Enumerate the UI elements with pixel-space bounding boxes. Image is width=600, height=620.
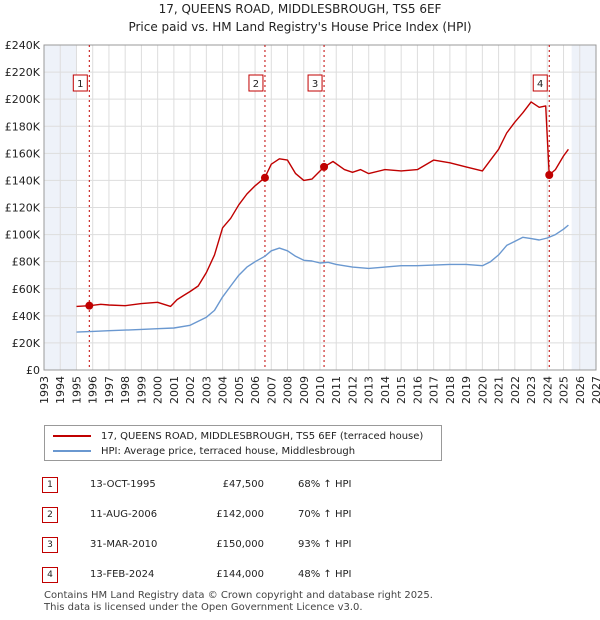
plot-frame <box>43 44 597 371</box>
y-tick-label: £20K <box>12 337 41 350</box>
x-tick-label: 2002 <box>184 376 197 404</box>
transaction-price: £150,000 <box>216 539 264 550</box>
transaction-label: 2 <box>253 79 259 90</box>
transaction-price: £144,000 <box>216 569 264 580</box>
hpi-line-swatch <box>53 450 91 452</box>
x-tick-label: 2012 <box>346 376 359 404</box>
property-price-line <box>76 101 569 308</box>
x-tick-label: 2014 <box>379 376 392 404</box>
x-tick-label: 1999 <box>135 376 148 404</box>
legend: 17, QUEENS ROAD, MIDDLESBROUGH, TS5 6EF … <box>44 425 442 461</box>
table-row: 4 13-FEB-2024 £144,000 48% ↑ HPI <box>42 567 382 583</box>
y-tick-label: £80K <box>12 256 41 269</box>
x-tick-label: 1996 <box>87 376 100 404</box>
y-tick-label: £40K <box>12 310 41 323</box>
footer-licence: This data is licensed under the Open Gov… <box>44 602 363 613</box>
transaction-label: 4 <box>537 79 543 90</box>
y-tick-label: £220K <box>5 66 41 79</box>
y-tick-label: £0 <box>26 364 40 377</box>
footer-copyright: Contains HM Land Registry data © Crown c… <box>44 590 433 601</box>
transaction-point <box>545 171 554 179</box>
transaction-number: 4 <box>42 567 58 583</box>
x-tick-label: 2007 <box>265 376 278 404</box>
y-tick-label: £200K <box>5 93 41 106</box>
x-tick-label: 2021 <box>493 376 506 404</box>
x-tick-label: 2019 <box>460 376 473 404</box>
x-tick-label: 1993 <box>38 376 51 404</box>
x-tick-label: 2015 <box>395 376 408 404</box>
transaction-price: £47,500 <box>222 479 264 490</box>
x-tick-label: 1995 <box>70 376 83 404</box>
y-tick-label: £140K <box>5 174 41 187</box>
y-tick-label: £100K <box>5 229 41 242</box>
transaction-number: 2 <box>42 507 58 523</box>
price-chart: £0 £20K £40K £60K £80K £100K £120K £140K £160K £1… <box>5 39 600 404</box>
x-tick-label: 2025 <box>558 376 571 404</box>
x-tick-label: 2023 <box>525 376 538 404</box>
y-tick-label: £60K <box>12 283 41 296</box>
x-tick-label: 2003 <box>200 376 213 404</box>
transaction-hpi: 93% ↑ HPI <box>298 539 352 550</box>
transaction-hpi: 70% ↑ HPI <box>298 509 352 520</box>
x-tick-label: 2016 <box>411 376 424 404</box>
x-tick-label: 1998 <box>119 376 132 404</box>
transaction-point <box>85 301 94 310</box>
x-tick-label: 2000 <box>152 376 165 404</box>
transaction-hpi: 48% ↑ HPI <box>298 569 352 580</box>
x-tick-label: 2004 <box>217 376 230 404</box>
transaction-number: 1 <box>42 477 58 493</box>
x-tick-label: 2022 <box>509 376 522 404</box>
transaction-label-box <box>307 74 323 92</box>
legend-label-property: 17, QUEENS ROAD, MIDDLESBROUGH, TS5 6EF … <box>101 430 424 442</box>
x-tick-label: 2026 <box>574 376 587 404</box>
table-row: 3 31-MAR-2010 £150,000 93% ↑ HPI <box>42 537 382 553</box>
transaction-date: 31-MAR-2010 <box>90 539 158 550</box>
transaction-point <box>260 173 269 182</box>
x-tick-label: 2027 <box>590 376 600 404</box>
transaction-number: 3 <box>42 537 58 553</box>
x-tick-label: 2020 <box>476 376 489 404</box>
x-tick-label: 2006 <box>249 376 262 404</box>
transaction-label: 1 <box>77 79 83 90</box>
transaction-date: 13-OCT-1995 <box>90 479 156 490</box>
transaction-date: 13-FEB-2024 <box>90 569 155 580</box>
transaction-label-box <box>532 74 548 92</box>
x-tick-label: 2009 <box>298 376 311 404</box>
transaction-label: 3 <box>312 79 318 90</box>
table-row: 2 11-AUG-2006 £142,000 70% ↑ HPI <box>42 507 382 523</box>
x-tick-label: 2013 <box>363 376 376 404</box>
transaction-label-box <box>248 74 264 92</box>
transaction-date: 11-AUG-2006 <box>90 509 158 520</box>
transaction-hpi: 68% ↑ HPI <box>298 479 352 490</box>
hpi-line <box>76 224 569 333</box>
x-tick-label: 2018 <box>444 376 457 404</box>
legend-label-hpi: HPI: Average price, terraced house, Midd… <box>101 445 356 457</box>
chart-title: 17, QUEENS ROAD, MIDDLESBROUGH, TS5 6EF <box>158 2 442 16</box>
x-tick-label: 2008 <box>282 376 295 404</box>
y-tick-label: £120K <box>5 202 41 215</box>
x-tick-label: 2001 <box>168 376 181 404</box>
x-tick-label: 2005 <box>233 376 246 404</box>
x-tick-label: 2010 <box>314 376 327 404</box>
x-tick-label: 2017 <box>428 376 441 404</box>
y-tick-label: £180K <box>5 120 41 133</box>
legend-item-hpi: HPI: Average price, terraced house, Midd… <box>53 444 355 458</box>
property-line-swatch <box>53 435 91 437</box>
x-tick-label: 1997 <box>103 376 116 404</box>
x-tick-label: 1994 <box>54 376 67 404</box>
y-tick-label: £240K <box>5 39 41 52</box>
y-tick-label: £160K <box>5 147 41 160</box>
transaction-point <box>320 162 329 171</box>
transaction-price: £142,000 <box>216 509 264 520</box>
legend-item-property: 17, QUEENS ROAD, MIDDLESBROUGH, TS5 6EF … <box>53 429 423 443</box>
x-tick-label: 2024 <box>541 376 554 404</box>
x-tick-label: 2011 <box>330 376 343 404</box>
footer: Contains HM Land Registry data © Crown c… <box>44 590 433 614</box>
table-row: 1 13-OCT-1995 £47,500 68% ↑ HPI <box>42 477 382 493</box>
transaction-label-box <box>72 74 88 92</box>
chart-subtitle: Price paid vs. HM Land Registry's House … <box>128 20 472 34</box>
